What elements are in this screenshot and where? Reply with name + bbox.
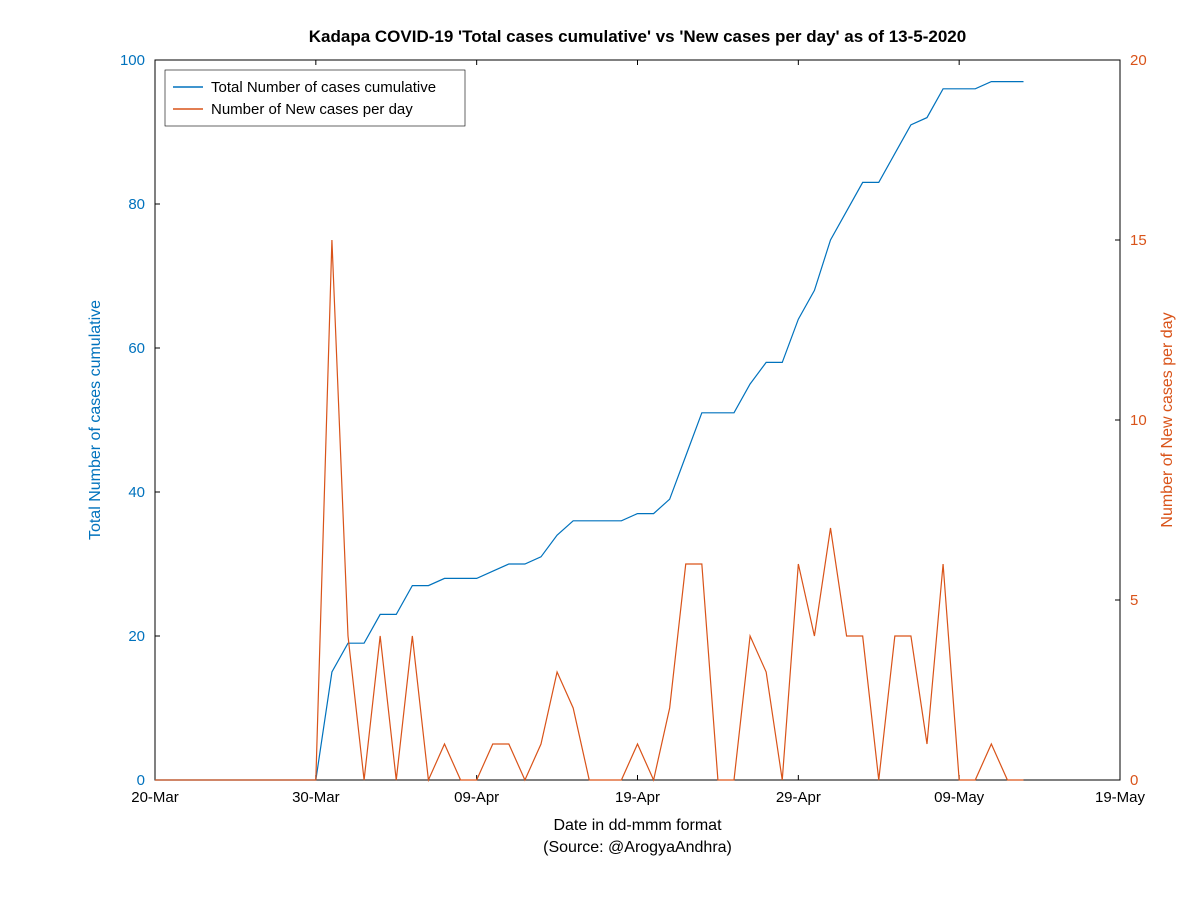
y-left-tick-label: 60 (128, 340, 145, 357)
y-right-tick-label: 20 (1130, 52, 1147, 69)
x-tick-label: 29-Apr (776, 789, 821, 806)
legend-label: Total Number of cases cumulative (211, 79, 436, 96)
y-right-tick-label: 5 (1130, 592, 1138, 609)
x-tick-label: 19-May (1095, 789, 1146, 806)
series-cumulative (155, 82, 1024, 780)
y-left-tick-label: 0 (137, 772, 145, 789)
chart-svg: Kadapa COVID-19 'Total cases cumulative'… (0, 0, 1200, 898)
series-new (155, 240, 1024, 780)
y-left-tick-label: 100 (120, 52, 145, 69)
y-right-tick-label: 15 (1130, 232, 1147, 249)
x-tick-label: 19-Apr (615, 789, 660, 806)
y-right-axis-label: Number of New cases per day (1159, 312, 1176, 527)
y-left-tick-label: 80 (128, 196, 145, 213)
legend-label: Number of New cases per day (211, 101, 413, 118)
y-left-tick-label: 40 (128, 484, 145, 501)
x-tick-label: 09-May (934, 789, 985, 806)
x-tick-label: 20-Mar (131, 789, 179, 806)
y-right-tick-label: 10 (1130, 412, 1147, 429)
x-tick-label: 09-Apr (454, 789, 499, 806)
y-left-tick-label: 20 (128, 628, 145, 645)
x-axis-label-line2: (Source: @ArogyaAndhra) (543, 839, 732, 856)
y-right-tick-label: 0 (1130, 772, 1138, 789)
plot-area (155, 60, 1120, 780)
chart-container: Kadapa COVID-19 'Total cases cumulative'… (0, 0, 1200, 898)
x-tick-label: 30-Mar (292, 789, 340, 806)
chart-title: Kadapa COVID-19 'Total cases cumulative'… (309, 27, 966, 46)
x-axis-label-line1: Date in dd-mmm format (553, 817, 722, 834)
y-left-axis-label: Total Number of cases cumulative (87, 300, 104, 540)
